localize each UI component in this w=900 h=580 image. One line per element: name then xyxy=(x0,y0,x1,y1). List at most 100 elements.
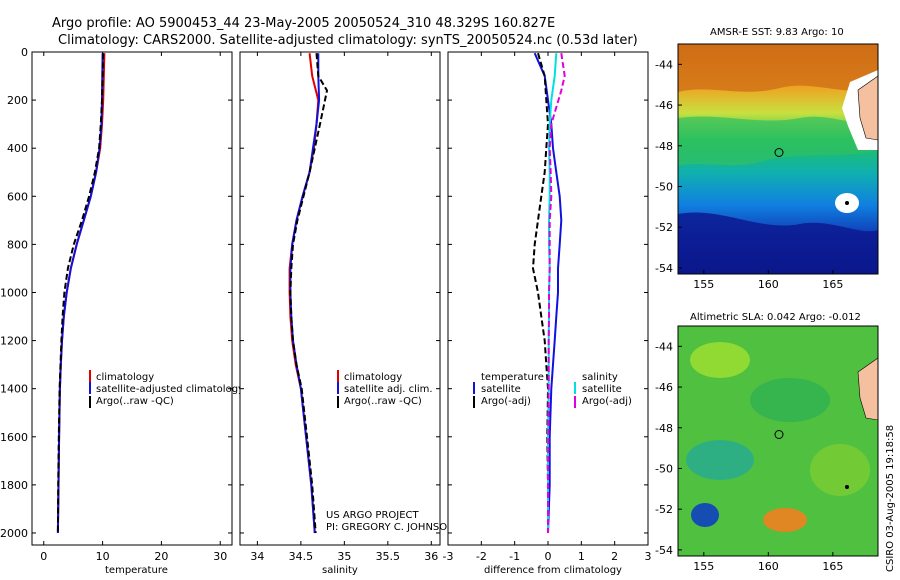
salinity-xlabel: salinity xyxy=(322,565,358,576)
sst-map-frame xyxy=(677,43,879,275)
salinity-x-ticks: 34 34.5 35 35.5 36 xyxy=(240,51,440,563)
sla_map-ytick-label: -46 xyxy=(655,381,673,394)
salinity-xtick-label: 34 xyxy=(250,550,264,563)
difference-series-salinity-argo xyxy=(547,53,566,533)
sst-argo-marker xyxy=(774,148,784,157)
temperature-ytick-label: 600 xyxy=(7,190,28,203)
sst_map-xtick-label: 165 xyxy=(822,278,843,291)
temperature-xtick-label: 10 xyxy=(96,550,110,563)
sst-island xyxy=(845,201,849,205)
temperature-ytick-label: 0 xyxy=(21,46,28,59)
temperature-xtick-label: 30 xyxy=(213,550,227,563)
sla-low-eddy xyxy=(691,503,719,527)
sla-map-panel: Altimetric SLA: 0.042 Argo: -0.012 155 16… xyxy=(655,312,879,573)
sla_map-ytick-label: -50 xyxy=(655,462,673,475)
difference-xlabel: difference from climatology xyxy=(484,565,622,576)
sst-map-title: AMSR-E SST: 9.83 Argo: 10 xyxy=(710,27,844,38)
figure-title-line1: Argo profile: AO 5900453_44 23-May-2005 … xyxy=(52,16,555,31)
temperature-ytick-label: 1400 xyxy=(0,383,28,396)
salinity-xtick-label: 34.5 xyxy=(289,550,314,563)
sla_map-ytick-label: -54 xyxy=(655,544,673,557)
sla_map-xtick-label: 160 xyxy=(758,560,779,573)
temperature-legend-satellite: satellite-adjusted climatology xyxy=(96,384,244,395)
sst_map-ytick-label: -46 xyxy=(655,99,673,112)
sst_map-ytick-label: -44 xyxy=(655,58,673,71)
sst_map-ytick-label: -52 xyxy=(655,221,673,234)
temperature-y-ticks: 0 200 400 600 800 1000 1200 1400 1600 1800 2000 xyxy=(0,46,28,540)
temperature-ytick-label: 1000 xyxy=(0,286,28,299)
salinity-legend-argo: Argo(..raw -QC) xyxy=(344,396,422,407)
sst_map-ytick-label: -54 xyxy=(655,262,673,275)
difference-legend-temperature: temperature satellite Argo(-adj) xyxy=(473,372,544,408)
figure-title-line2: Climatology: CARS2000. Satellite-adjuste… xyxy=(58,33,638,48)
difference-legend-sal-satellite: satellite xyxy=(582,384,622,395)
sla-map-ticks: 155 160 165 -44 -46 -48 -50 -52 -54 xyxy=(655,340,843,573)
temperature-ytick-label: 1200 xyxy=(0,335,28,348)
temperature-series-argo xyxy=(56,53,105,534)
salinity-legend: climatology satellite adj. clim. Argo(..… xyxy=(337,370,433,408)
sla-blob-4 xyxy=(810,444,870,496)
salinity-xtick-label: 35.5 xyxy=(376,550,401,563)
salinity-series xyxy=(288,53,329,534)
sla-new-zealand xyxy=(857,357,878,421)
temperature-ytick-label: 1600 xyxy=(0,431,28,444)
temperature-ytick-label: 800 xyxy=(7,238,28,251)
temperature-legend-climatology: climatology xyxy=(96,372,154,383)
temperature-ytick-label: 400 xyxy=(7,142,28,155)
sst-map-panel: AMSR-E SST: 9.83 Argo: 10 155 160 165 -44 -4… xyxy=(655,27,879,291)
sst-map-image xyxy=(678,44,878,274)
salinity-xtick-label: 35 xyxy=(337,550,351,563)
sst_map-ytick-label: -48 xyxy=(655,140,673,153)
sla-argo-marker xyxy=(774,430,784,439)
sla_map-ytick-label: -48 xyxy=(655,422,673,435)
sla-island xyxy=(845,485,849,489)
sst_map-xtick-label: 155 xyxy=(693,278,714,291)
salinity-panel: 34 34.5 35 35.5 36 salinity climatology sate… xyxy=(239,51,455,576)
difference-panel: -3 -2 -1 0 1 2 3 difference from climatology t… xyxy=(443,51,652,576)
sla_map-ytick-label: -52 xyxy=(655,503,673,516)
difference-xtick-label: 3 xyxy=(645,550,652,563)
difference-xtick-label: -2 xyxy=(476,550,487,563)
salinity-series-argo xyxy=(289,53,329,534)
difference-xtick-label: -3 xyxy=(443,550,454,563)
difference-series xyxy=(531,52,566,534)
temperature-xtick-label: 0 xyxy=(40,550,47,563)
difference-xtick-label: 2 xyxy=(611,550,618,563)
temperature-series xyxy=(56,53,106,534)
sla-map-frame xyxy=(677,325,879,557)
temperature-legend: climatology satellite-adjusted climatolo… xyxy=(89,370,244,408)
temperature-xtick-label: 20 xyxy=(154,550,168,563)
sla-map-image xyxy=(678,326,878,556)
temperature-legend-argo: Argo(..raw -QC) xyxy=(96,396,174,407)
sst-map-ticks: 155 160 165 -44 -46 -48 -50 -52 -54 xyxy=(655,58,843,291)
sla-blob-3 xyxy=(686,440,754,480)
temperature-axes-frame xyxy=(31,51,233,546)
difference-legend-salinity: salinity satellite Argo(-adj) xyxy=(574,372,632,408)
temperature-x-ticks: 0 10 20 30 xyxy=(32,51,232,563)
difference-legend-salinity-title: salinity xyxy=(582,372,618,383)
sst_map-xtick-label: 160 xyxy=(758,278,779,291)
difference-xtick-label: -1 xyxy=(509,550,520,563)
project-name: US ARGO PROJECT xyxy=(326,510,420,521)
difference-xtick-label: 0 xyxy=(545,550,552,563)
credit-stamp: CSIRO 03-Aug-2005 19:18:58 xyxy=(885,425,896,572)
sla-blob-1 xyxy=(690,342,750,378)
sla-high-eddy xyxy=(763,508,807,532)
sst-new-zealand xyxy=(857,75,878,141)
salinity-xtick-label: 36 xyxy=(424,550,438,563)
sla_map-ytick-label: -44 xyxy=(655,340,673,353)
sst-cold-band xyxy=(678,212,878,274)
difference-xtick-label: 1 xyxy=(578,550,585,563)
difference-legend-temp-satellite: satellite xyxy=(481,384,521,395)
sla_map-xtick-label: 165 xyxy=(822,560,843,573)
project-pi: PI: GREGORY C. JOHNSON xyxy=(326,522,455,533)
difference-x-ticks: -3 -2 -1 0 1 2 3 xyxy=(443,51,652,563)
sst-green-band xyxy=(678,116,878,166)
difference-legend-temperature-title: temperature xyxy=(481,372,544,383)
sst-warm-band xyxy=(678,44,878,92)
sla_map-xtick-label: 155 xyxy=(693,560,714,573)
temperature-xlabel: temperature xyxy=(105,565,168,576)
difference-legend-temp-argo: Argo(-adj) xyxy=(481,396,531,407)
salinity-axes-frame xyxy=(239,51,441,546)
